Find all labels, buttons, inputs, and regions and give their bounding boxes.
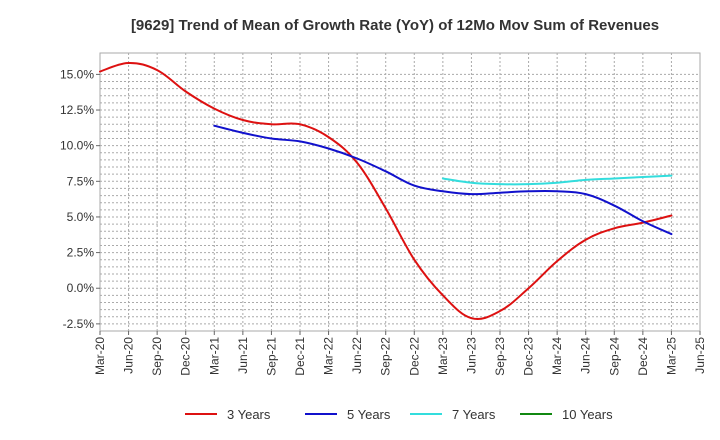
x-tick-label: Mar-24: [550, 337, 564, 375]
legend: 3 Years 5 Years 7 Years 10 Years: [185, 407, 613, 422]
chart-title: [9629] Trend of Mean of Growth Rate (YoY…: [131, 17, 659, 34]
x-tick-label: Mar-23: [436, 337, 450, 375]
legend-label-10-years: 10 Years: [562, 407, 613, 422]
x-tick-label: Jun-23: [464, 337, 478, 374]
y-tick-label: 5.0%: [67, 210, 95, 224]
plot-frame: [99, 52, 701, 332]
x-tick-label: Dec-21: [293, 337, 307, 376]
x-tick-label: Jun-20: [122, 337, 136, 374]
series-line-5-years: [213, 124, 673, 236]
legend-label-3-years: 3 Years: [227, 407, 271, 422]
series-line-3-years: [99, 61, 673, 321]
legend-label-7-years: 7 Years: [452, 407, 496, 422]
y-axis-tick-labels: -2.5% 0.0% 2.5% 5.0% 7.5% 10.0% 12.5% 15.0%: [60, 67, 100, 331]
legend-label-5-years: 5 Years: [347, 407, 391, 422]
x-tick-label: Dec-23: [522, 337, 536, 376]
x-tick-label: Jun-24: [579, 337, 593, 374]
series-lines: [99, 61, 673, 321]
x-tick-label: Jun-22: [350, 337, 364, 374]
x-tick-label: Sep-20: [150, 337, 164, 376]
y-tick-label: 7.5%: [67, 174, 95, 188]
x-tick-label: Dec-20: [179, 337, 193, 376]
x-tick-label: Sep-22: [379, 337, 393, 376]
x-tick-label: Mar-20: [93, 337, 107, 375]
y-tick-label: 10.0%: [60, 139, 94, 153]
x-tick-label: Jun-25: [693, 337, 707, 374]
x-tick-label: Sep-24: [607, 337, 621, 376]
y-tick-label: -2.5%: [63, 317, 95, 331]
y-tick-label: 2.5%: [67, 246, 95, 260]
grid-lines: [99, 53, 701, 331]
y-tick-label: 0.0%: [67, 281, 95, 295]
x-tick-label: Sep-23: [493, 337, 507, 376]
x-tick-label: Dec-22: [407, 337, 421, 376]
x-tick-label: Mar-22: [322, 337, 336, 375]
x-axis-tick-labels: Mar-20 Jun-20 Sep-20 Dec-20 Mar-21 Jun-21 Sep-…: [93, 331, 707, 376]
x-tick-label: Mar-25: [664, 337, 678, 375]
x-tick-label: Sep-21: [264, 337, 278, 376]
series-line-7-years: [441, 174, 673, 186]
x-tick-label: Mar-21: [207, 337, 221, 375]
y-tick-label: 15.0%: [60, 67, 94, 81]
x-tick-label: Dec-24: [636, 337, 650, 376]
y-tick-label: 12.5%: [60, 103, 94, 117]
x-tick-label: Jun-21: [236, 337, 250, 374]
